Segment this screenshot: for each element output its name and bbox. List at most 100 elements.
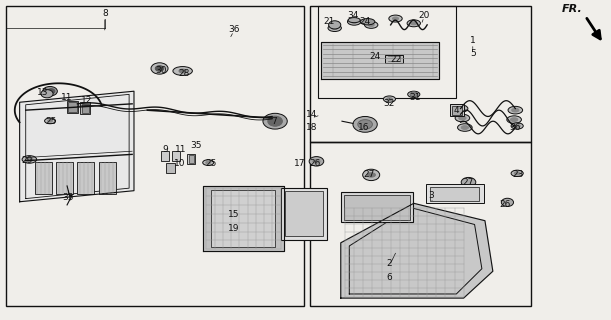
Text: 27: 27: [463, 178, 474, 187]
Ellipse shape: [329, 21, 341, 29]
Bar: [285, 191, 323, 236]
Circle shape: [348, 18, 361, 25]
Text: 28: 28: [178, 69, 189, 78]
Circle shape: [459, 116, 466, 120]
Text: 11: 11: [175, 145, 186, 154]
Circle shape: [368, 23, 374, 27]
Text: 35: 35: [190, 141, 202, 150]
Bar: [318, 6, 456, 98]
Text: 25: 25: [205, 159, 217, 168]
Bar: [384, 55, 403, 63]
Polygon shape: [203, 186, 284, 251]
Text: 32: 32: [384, 99, 395, 108]
Text: FR.: FR.: [562, 4, 582, 14]
Circle shape: [510, 118, 518, 122]
Bar: [82, 104, 89, 113]
Bar: [35, 162, 52, 194]
Bar: [344, 195, 409, 220]
Circle shape: [313, 159, 320, 163]
Circle shape: [461, 126, 469, 129]
Text: 9: 9: [163, 145, 169, 154]
Text: 2: 2: [387, 259, 392, 268]
Text: 11: 11: [61, 93, 73, 102]
Ellipse shape: [48, 89, 55, 94]
Bar: [450, 104, 464, 116]
Bar: [310, 142, 530, 306]
Circle shape: [22, 156, 37, 163]
Text: 23: 23: [513, 171, 524, 180]
Text: 21: 21: [323, 17, 334, 26]
Bar: [452, 106, 462, 115]
Text: 27: 27: [364, 171, 375, 180]
Ellipse shape: [41, 90, 53, 98]
Bar: [81, 102, 90, 114]
Ellipse shape: [173, 67, 192, 76]
Ellipse shape: [363, 169, 379, 180]
Text: 14: 14: [306, 110, 317, 119]
Ellipse shape: [309, 156, 324, 166]
Text: 3: 3: [428, 191, 434, 200]
Text: 26: 26: [499, 200, 511, 209]
Circle shape: [351, 20, 357, 23]
Circle shape: [392, 17, 398, 20]
Bar: [172, 151, 180, 161]
Text: 10: 10: [174, 159, 185, 168]
Text: 13: 13: [37, 88, 48, 97]
Text: 22: 22: [390, 55, 401, 64]
Circle shape: [383, 96, 395, 102]
Bar: [161, 151, 169, 161]
Circle shape: [458, 124, 472, 131]
Circle shape: [48, 120, 53, 122]
Text: 8: 8: [102, 9, 108, 18]
Text: 12: 12: [81, 96, 92, 105]
Text: 18: 18: [306, 123, 317, 132]
Polygon shape: [321, 42, 439, 79]
Text: 17: 17: [294, 159, 305, 168]
Circle shape: [328, 25, 342, 31]
Text: 15: 15: [228, 210, 240, 219]
Circle shape: [507, 116, 521, 124]
Circle shape: [389, 15, 402, 22]
Bar: [68, 102, 77, 112]
Circle shape: [206, 161, 211, 164]
Circle shape: [332, 27, 338, 30]
Text: 34: 34: [347, 11, 359, 20]
Bar: [341, 192, 412, 222]
Bar: [310, 6, 530, 142]
Text: 6: 6: [387, 273, 392, 282]
Circle shape: [203, 160, 214, 165]
Text: 7: 7: [271, 117, 277, 126]
Text: 33: 33: [62, 193, 74, 202]
Bar: [430, 187, 479, 201]
Text: 4: 4: [453, 106, 459, 115]
Circle shape: [411, 22, 417, 25]
Circle shape: [367, 173, 375, 177]
Bar: [281, 188, 327, 240]
Ellipse shape: [502, 198, 513, 206]
Bar: [56, 162, 73, 194]
Bar: [189, 155, 194, 163]
Circle shape: [408, 91, 420, 98]
Text: 26: 26: [309, 159, 320, 168]
Text: 1: 1: [470, 36, 475, 45]
Bar: [99, 162, 115, 194]
Ellipse shape: [263, 113, 287, 129]
Text: 29: 29: [22, 156, 33, 165]
Text: 30: 30: [155, 66, 166, 75]
Circle shape: [45, 118, 56, 124]
Text: 36: 36: [228, 25, 240, 34]
Ellipse shape: [155, 66, 164, 71]
Circle shape: [511, 170, 523, 177]
Circle shape: [26, 157, 33, 161]
Bar: [67, 101, 78, 113]
Circle shape: [514, 124, 520, 128]
Ellipse shape: [151, 63, 168, 74]
Polygon shape: [20, 91, 134, 202]
Circle shape: [514, 172, 520, 175]
Ellipse shape: [268, 116, 282, 126]
Text: 25: 25: [46, 117, 57, 126]
Polygon shape: [341, 203, 493, 298]
Ellipse shape: [410, 92, 417, 97]
Ellipse shape: [358, 120, 372, 129]
Text: 36: 36: [510, 123, 521, 132]
